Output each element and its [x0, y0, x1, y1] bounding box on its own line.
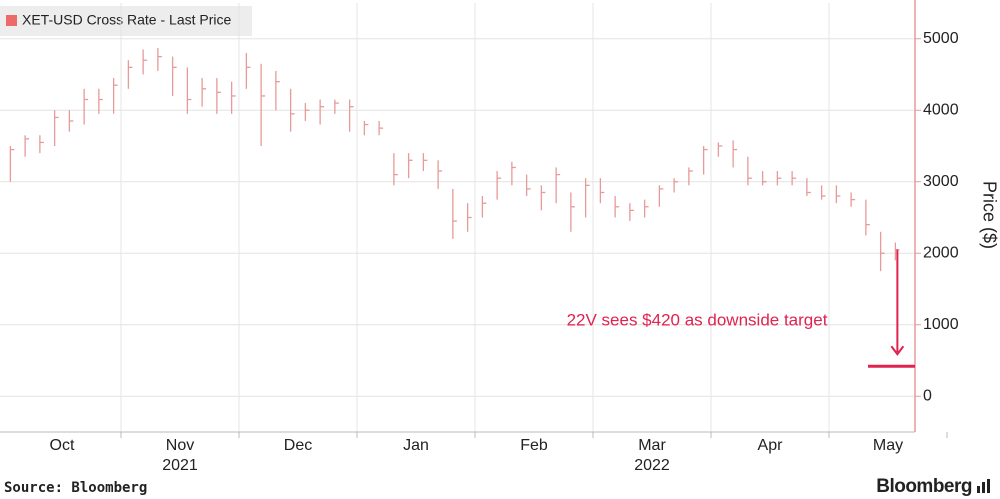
brand: Bloomberg — [876, 476, 972, 497]
y-tick-label: 3000 — [923, 173, 959, 190]
year-label: 2022 — [634, 457, 670, 474]
y-tick-label: 4000 — [923, 101, 959, 118]
x-tick-label: Nov — [166, 437, 194, 454]
x-tick-label: May — [873, 437, 903, 454]
legend-label: XET-USD Cross Rate - Last Price — [22, 12, 231, 28]
y-axis-title: Price ($) — [979, 181, 999, 249]
brand-icon — [977, 479, 990, 493]
annotation: 22V sees $420 as downside target — [567, 310, 828, 329]
x-tick-label: Oct — [50, 437, 75, 454]
legend-swatch — [6, 15, 17, 26]
x-tick-label: Mar — [638, 437, 666, 454]
arrow-head — [890, 345, 905, 356]
year-label: 2021 — [162, 457, 198, 474]
x-tick-label: Jan — [403, 437, 429, 454]
y-tick-label: 5000 — [923, 30, 959, 47]
y-tick-label: 1000 — [923, 316, 959, 333]
legend-box — [0, 6, 252, 36]
x-tick-label: Dec — [284, 437, 312, 454]
x-tick-label: Feb — [520, 437, 548, 454]
x-tick-label: Apr — [758, 437, 784, 454]
source: Source: Bloomberg — [4, 480, 147, 496]
y-tick-label: 2000 — [923, 244, 959, 261]
y-tick-label: 0 — [923, 387, 932, 404]
